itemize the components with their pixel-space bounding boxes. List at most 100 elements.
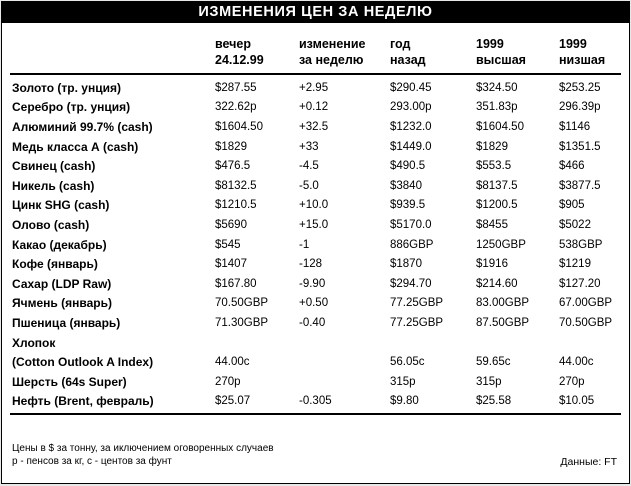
week-change-value: +0.50 [299,297,329,310]
commodity-label: Хлопок [12,335,56,350]
commodity-label: Медь класса А (cash) [12,139,139,154]
table-row: Сахар (LDP Raw) $167.80 -9.90 $294.70 $2… [2,274,629,294]
year-ago-value: $1449.0 [390,140,432,153]
header-commodity-column [12,36,215,68]
commodity-label: Цинк SHG (cash) [12,198,110,213]
header-1999-low: 1999 низшая [559,37,606,67]
high-1999-value: $1604.50 [476,120,524,133]
low-1999-value: $1219 [559,258,591,271]
evening-price-value: 322.62p [215,101,257,114]
table-row: Алюминий 99.7% (cash) $1604.50 +32.5 $12… [2,117,629,137]
evening-price-value: $25.07 [215,395,251,408]
evening-price-value: $1407 [215,258,247,271]
evening-price-value: 71.30GBP [215,316,269,329]
table-row: Медь класса А (cash) $1829 +33 $1449.0 $… [2,137,629,157]
year-ago-value: $1870 [390,258,422,271]
high-1999-value: 315p [476,375,502,388]
low-1999-value: $10.05 [559,395,595,408]
evening-price-value: 44.00c [215,356,250,369]
high-1999-value: $8455 [476,218,508,231]
footer: Цены в $ за тонну, за иключением оговоре… [2,415,629,468]
table-row: Серебро (тр. унция) 322.62p +0.12 293.00… [2,98,629,118]
year-ago-value: $9.80 [390,395,419,408]
evening-price-value: $476.5 [215,160,251,173]
week-change-value: -9.90 [299,277,326,290]
week-change-value: -1 [299,238,310,251]
low-1999-value: $1351.5 [559,140,601,153]
commodity-label: Серебро (тр. унция) [12,100,131,115]
week-change-value: +10.0 [299,199,329,212]
table-row: Олово (cash) $5690 +15.0 $5170.0 $8455 $… [2,215,629,235]
year-ago-value: $1232.0 [390,120,432,133]
year-ago-value: 56.05c [390,356,425,369]
evening-price-value: $1604.50 [215,120,263,133]
evening-price-value: $1210.5 [215,199,257,212]
high-1999-value: 83.00GBP [476,297,530,310]
low-1999-value: $3877.5 [559,179,601,192]
evening-price-value: 270p [215,375,241,388]
table-row: Свинец (cash) $476.5 -4.5 $490.5 $553.5 … [2,156,629,176]
high-1999-value: 59.65c [476,356,511,369]
page-title: ИЗМЕНЕНИЯ ЦЕН ЗА НЕДЕЛЮ [2,2,629,23]
table-row: Цинк SHG (cash) $1210.5 +10.0 $939.5 $12… [2,196,629,216]
year-ago-value: $939.5 [390,199,426,212]
high-1999-value: $25.58 [476,395,512,408]
evening-price-value: $5690 [215,218,247,231]
commodity-label: Золото (тр. унция) [12,80,121,95]
low-1999-value: $127.20 [559,277,601,290]
commodity-label: Свинец (cash) [12,159,96,174]
year-ago-value: 293.00p [390,101,432,114]
week-change-value: +33 [299,140,319,153]
low-1999-value: $253.25 [559,81,601,94]
year-ago-value: $294.70 [390,277,432,290]
commodity-label: Никель (cash) [12,178,95,193]
week-change-value: -4.5 [299,160,319,173]
week-change-value: -0.40 [299,316,326,329]
commodity-label: (Cotton Outlook A Index) [12,355,154,370]
commodity-label: Алюминий 99.7% (cash) [12,119,153,134]
commodity-label: Нефть (Brent, февраль) [12,394,154,409]
header-1999-high: 1999 высшая [476,37,526,67]
table-row: Пшеница (январь) 71.30GBP -0.40 77.25GBP… [2,313,629,333]
low-1999-value: $905 [559,199,585,212]
low-1999-value: 296.39p [559,101,601,114]
high-1999-value: $214.60 [476,277,518,290]
week-change-value: +32.5 [299,120,329,133]
high-1999-value: $324.50 [476,81,518,94]
commodity-label: Олово (cash) [12,217,90,232]
evening-price-value: $167.80 [215,277,257,290]
data-source-credit: Данные: FT [560,456,617,469]
high-1999-value: $8137.5 [476,179,518,192]
header-divider [10,73,621,75]
table-row: Какао (декабрь) $545 -1 886GBP 1250GBP 5… [2,235,629,255]
table-row: Ячмень (январь) 70.50GBP +0.50 77.25GBP … [2,294,629,314]
year-ago-value: 77.25GBP [390,316,444,329]
commodity-label: Какао (декабрь) [12,237,107,252]
evening-price-value: $8132.5 [215,179,257,192]
commodity-label: Ячмень (январь) [12,296,112,311]
year-ago-value: 886GBP [390,238,434,251]
table-row: Хлопок [2,333,629,353]
commodity-label: Кофе (январь) [12,257,98,272]
year-ago-value: $290.45 [390,81,432,94]
high-1999-value: $1916 [476,258,508,271]
evening-price-value: 70.50GBP [215,297,269,310]
week-change-value: +0.12 [299,101,329,114]
evening-price-value: $545 [215,238,241,251]
commodity-label: Шерсть (64s Super) [12,374,127,389]
low-1999-value: 70.50GBP [559,316,613,329]
high-1999-value: $1200.5 [476,199,518,212]
table-header-row: вечер 24.12.99 изменение за неделю год наза… [2,36,629,68]
year-ago-value: $490.5 [390,160,426,173]
week-change-value: +15.0 [299,218,329,231]
week-change-value: -128 [299,258,323,271]
year-ago-value: 77.25GBP [390,297,444,310]
low-1999-value: 67.00GBP [559,297,613,310]
commodity-label: Пшеница (январь) [12,315,121,330]
low-1999-value: $1146 [559,120,591,133]
high-1999-value: 1250GBP [476,238,526,251]
high-1999-value: $553.5 [476,160,512,173]
high-1999-value: $1829 [476,140,508,153]
low-1999-value: $5022 [559,218,591,231]
table-row: Золото (тр. унция) $287.55 +2.95 $290.45… [2,78,629,98]
